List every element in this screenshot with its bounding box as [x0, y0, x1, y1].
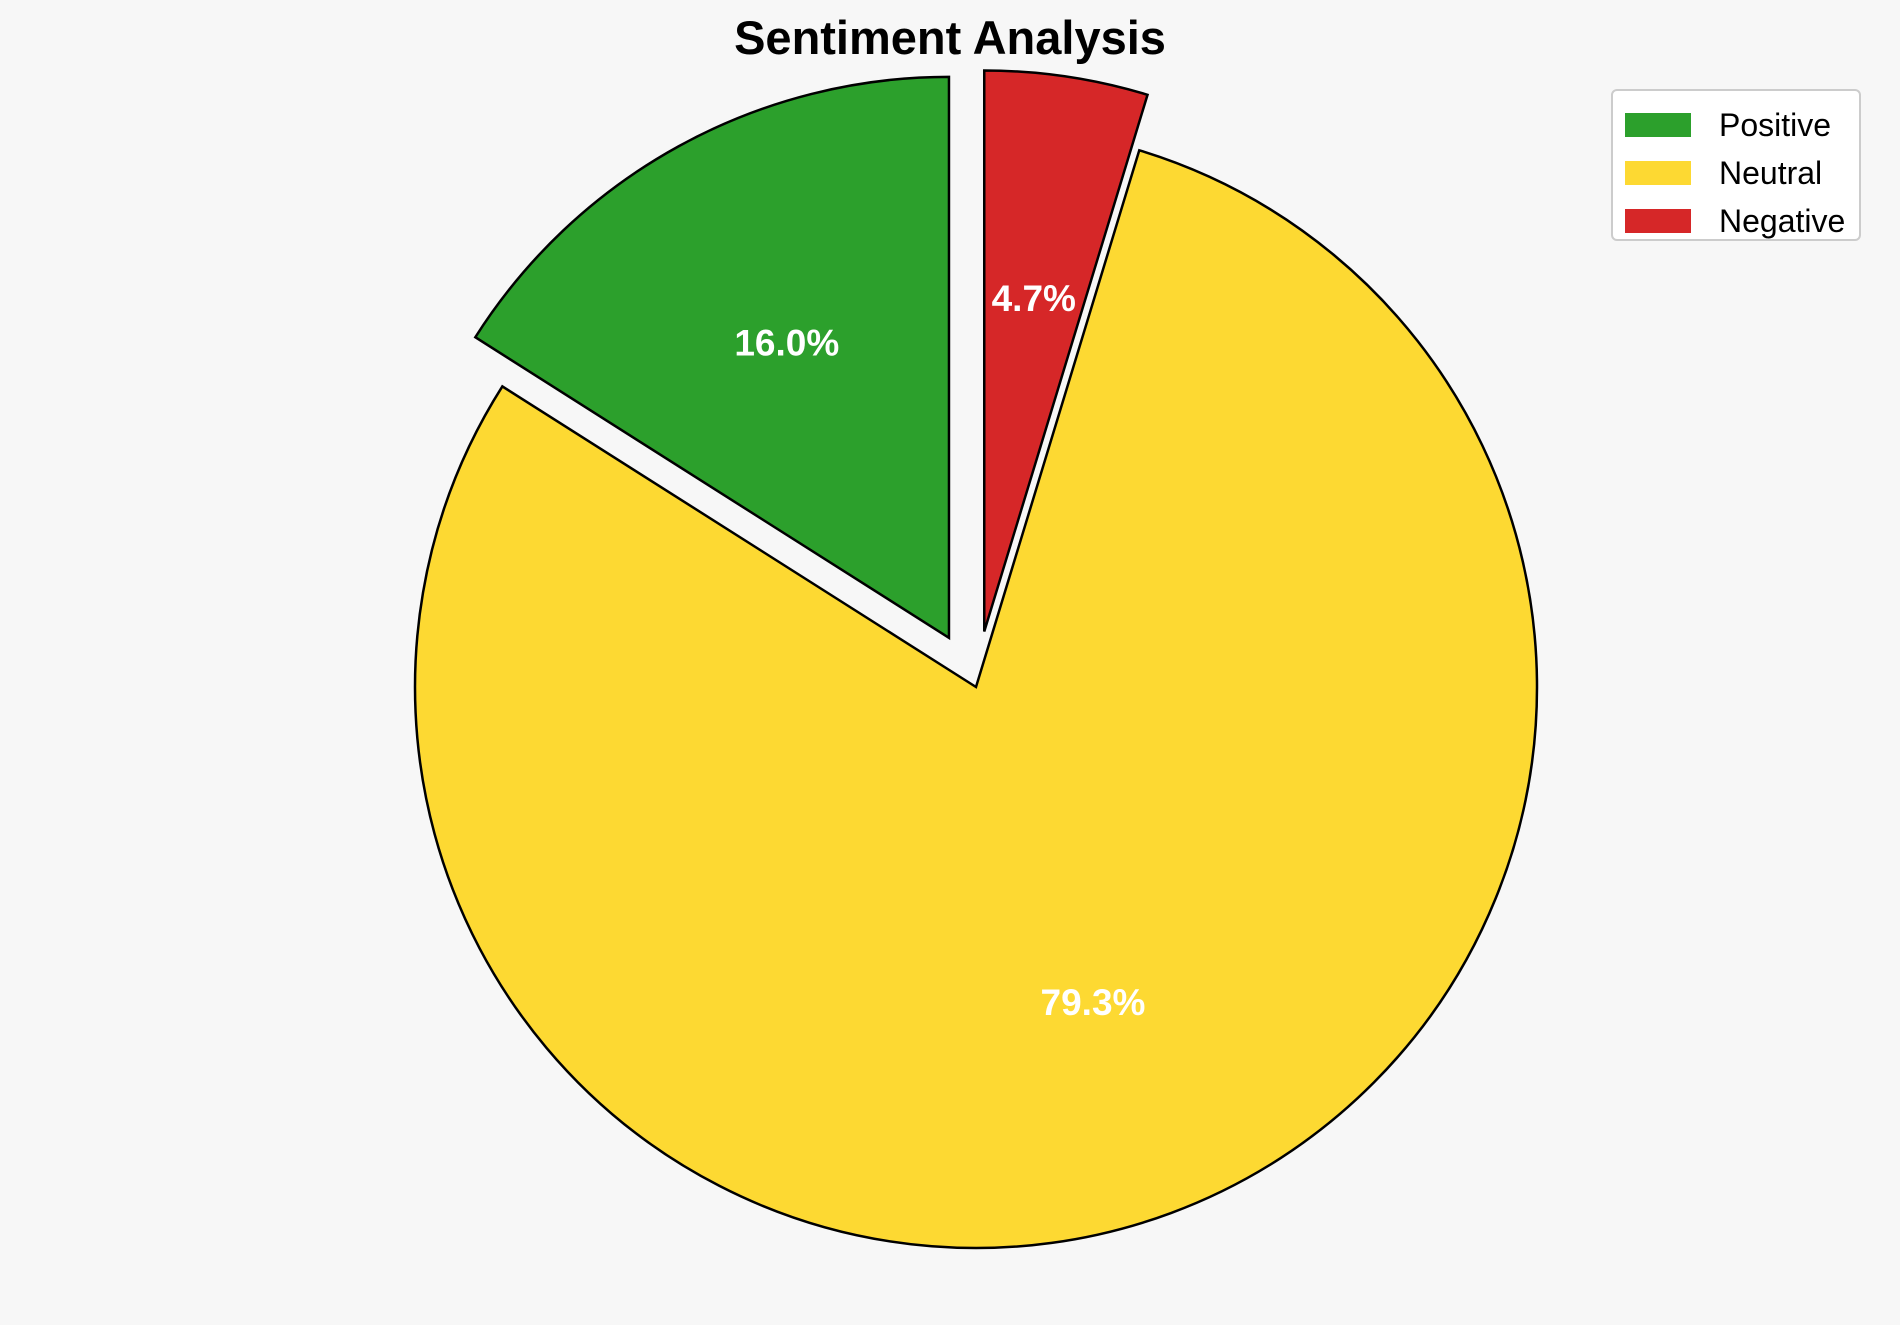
pie-label-negative: 4.7% [992, 278, 1076, 319]
pie-labels: 16.0% 79.3% 4.7% [734, 278, 1145, 1023]
pie-slice-positive [473, 75, 951, 641]
legend-label-neutral: Neutral [1719, 154, 1823, 191]
legend-swatch-positive [1625, 113, 1691, 137]
legend-item-negative: Negative [1625, 197, 1859, 245]
chart-title: Sentiment Analysis [734, 11, 1166, 64]
pie-slices [413, 69, 1539, 1250]
legend-label-positive: Positive [1719, 106, 1832, 143]
pie-label-positive: 16.0% [734, 322, 839, 363]
legend-label-negative: Negative [1719, 202, 1846, 239]
legend-swatch-neutral [1625, 161, 1691, 185]
pie-slice-negative [983, 69, 1150, 632]
legend-swatch-negative [1625, 209, 1691, 233]
pie-slice-neutral [413, 148, 1539, 1250]
legend-item-positive: Positive [1625, 101, 1859, 149]
legend: Positive Neutral Negative [1611, 89, 1861, 241]
legend-item-neutral: Neutral [1625, 149, 1859, 197]
pie-label-neutral: 79.3% [1041, 982, 1146, 1023]
